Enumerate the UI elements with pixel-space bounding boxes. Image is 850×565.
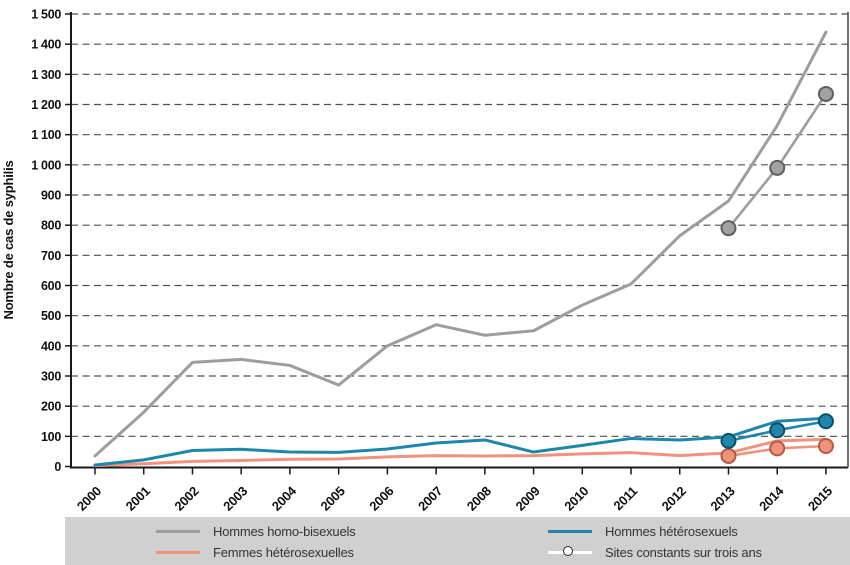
x-tick-label: 2009: [512, 483, 542, 513]
marker-sites-hommes-homo-bisexuels-2013: [720, 220, 737, 237]
x-tick-labels: 2000 2001 2002 2003 2004 2005 2006 2007 2008 2009…: [74, 483, 835, 514]
axes-layer: [65, 12, 849, 475]
legend-label: Femmes hétérosexuelles: [213, 544, 354, 560]
x-tick-label: 2015: [805, 483, 835, 513]
marker-sites-hommes-heterosexuels-2014: [769, 422, 786, 439]
x-tick-label: 2002: [171, 483, 201, 513]
marker-sites-femmes-heterosexuelles-2014: [769, 440, 786, 457]
marker-sites-femmes-heterosexuelles-2013: [720, 447, 737, 464]
x-tick-label: 2011: [610, 483, 640, 513]
y-tick-label: 800: [41, 219, 61, 233]
line-hommes-homo-bisexuels: [93, 30, 828, 458]
legend-swatch-line-1: [156, 550, 200, 554]
legend-label: Sites constants sur trois ans: [605, 544, 762, 560]
y-tick-label: 400: [41, 339, 61, 353]
open-circle-icon: [563, 546, 573, 556]
legend-swatch-line-0: [156, 529, 200, 533]
legend-item-femmes-heterosexuelles: Femmes hétérosexuelles: [156, 544, 354, 560]
marker-sites-hommes-homo-bisexuels-2014: [769, 159, 786, 176]
legend-label: Hommes hétérosexuels: [605, 523, 738, 539]
legend-item-sites-constants: Sites constants sur trois ans: [548, 544, 762, 560]
y-tick-label: 1 000: [31, 158, 61, 172]
gridlines-layer: [71, 13, 848, 437]
y-tick-label: 500: [41, 309, 61, 323]
orange-line-swatch-icon: [156, 546, 200, 558]
line-hommes-heterosexuels: [93, 416, 828, 467]
y-tick-labels: 0 100 200 300 400 500 600 700 800 900 1 000 1 100 1 …: [31, 8, 61, 475]
blue-line-swatch-icon: [548, 525, 592, 537]
x-tick-label: 2008: [464, 483, 494, 513]
marker-sites-hommes-heterosexuels-2013: [720, 432, 737, 449]
chart-legend: Hommes homo-bisexuels Femmes hétérosexue…: [65, 517, 850, 565]
x-tick-label: 2010: [561, 483, 591, 513]
y-tick-label: 100: [41, 430, 61, 444]
y-tick-label: 1 100: [31, 128, 61, 142]
marker-sites-hommes-homo-bisexuels-2015: [817, 85, 834, 102]
marker-sites-hommes-heterosexuels-2015: [817, 413, 834, 430]
circle-on-line-swatch-icon: [548, 546, 592, 558]
y-tick-label: 600: [41, 279, 61, 293]
x-tick-label: 2005: [318, 483, 348, 513]
x-tick-label: 2004: [269, 483, 300, 514]
legend-swatch-line-2: [548, 529, 592, 533]
y-tick-label: 300: [41, 370, 61, 384]
y-tick-label: 1 300: [31, 68, 61, 82]
y-tick-label: 1 400: [31, 38, 61, 52]
x-tick-label: 2012: [659, 483, 689, 513]
marker-sites-femmes-heterosexuelles-2015: [817, 437, 834, 454]
x-tick-label: 2003: [220, 483, 250, 513]
legend-item-hommes-heterosexuels: Hommes hétérosexuels: [548, 523, 738, 539]
gray-line-swatch-icon: [156, 525, 200, 537]
chart-canvas: 0 100 200 300 400 500 600 700 800 900 1 000 1 100 1 …: [1, 8, 849, 514]
y-tick-label: 700: [41, 249, 61, 263]
line-femmes-heterosexuelles: [93, 437, 828, 468]
y-tick-label: 900: [41, 189, 61, 203]
x-tick-label: 2000: [74, 483, 104, 513]
legend-label: Hommes homo-bisexuels: [213, 523, 356, 539]
data-series-layer: [93, 30, 834, 468]
x-tick-label: 2013: [707, 483, 737, 513]
y-tick-label: 1 200: [31, 98, 61, 112]
legend-item-hommes-homo-bisexuels: Hommes homo-bisexuels: [156, 523, 356, 539]
x-tick-label: 2001: [123, 483, 153, 513]
x-tick-label: 2007: [415, 483, 445, 513]
y-tick-label: 1 500: [31, 8, 61, 22]
x-tick-label: 2014: [756, 483, 787, 514]
y-axis-title: Nombre de cas de syphilis: [1, 160, 16, 319]
y-tick-label: 200: [41, 400, 61, 414]
y-tick-label: 0: [54, 460, 61, 474]
x-tick-label: 2006: [366, 483, 396, 513]
